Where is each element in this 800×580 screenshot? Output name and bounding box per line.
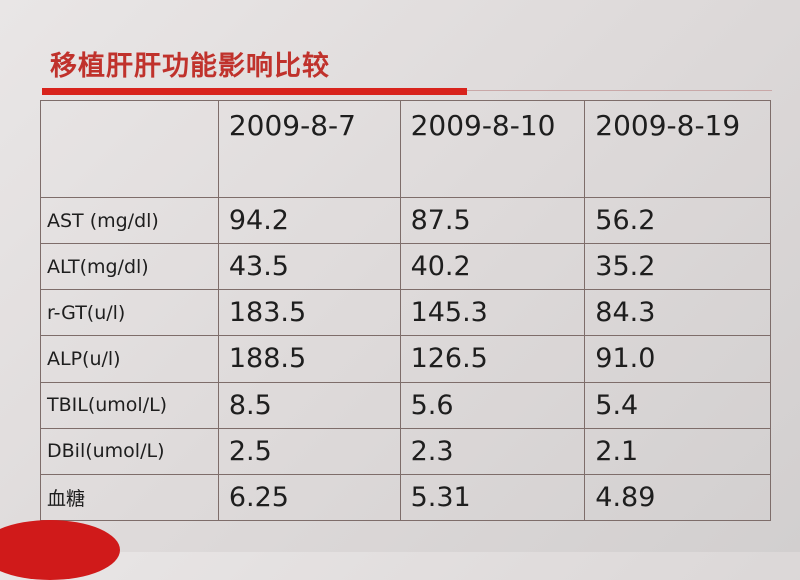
cell: 2.3 bbox=[399, 427, 586, 475]
cell: 87.5 bbox=[399, 196, 586, 245]
cell: 35.2 bbox=[584, 243, 771, 291]
cell: 40.2 bbox=[399, 243, 586, 291]
cell: 5.4 bbox=[584, 381, 771, 429]
cell: 5.31 bbox=[399, 473, 586, 522]
data-row: 血糖 6.25 5.31 4.89 bbox=[40, 473, 771, 522]
data-row: ALT(mg/dl) 43.5 40.2 35.2 bbox=[40, 243, 771, 291]
cell: 91.0 bbox=[584, 335, 771, 383]
table-body: 2009-8-7 2009-8-10 2009-8-19 AST (mg/dl) 94.… bbox=[40, 100, 771, 522]
corner-cell bbox=[40, 100, 219, 198]
cell: 4.89 bbox=[584, 473, 771, 522]
row-label: DBil(umol/L) bbox=[40, 427, 219, 475]
data-row: DBil(umol/L) 2.5 2.3 2.1 bbox=[40, 427, 771, 475]
cell: 2.5 bbox=[217, 427, 401, 475]
header-row: 2009-8-7 2009-8-10 2009-8-19 bbox=[40, 100, 771, 198]
cell: 145.3 bbox=[399, 289, 586, 337]
cell: 183.5 bbox=[217, 289, 401, 337]
cell: 56.2 bbox=[584, 196, 771, 245]
cell: 6.25 bbox=[217, 473, 401, 522]
column-header: 2009-8-7 bbox=[217, 100, 401, 198]
cell: 84.3 bbox=[584, 289, 771, 337]
row-label: TBIL(umol/L) bbox=[40, 381, 219, 429]
title-underline bbox=[42, 88, 467, 95]
row-label: AST (mg/dl) bbox=[40, 196, 219, 245]
row-label: r-GT(u/l) bbox=[40, 289, 219, 337]
decoration bbox=[0, 520, 120, 580]
cell: 43.5 bbox=[217, 243, 401, 291]
data-row: TBIL(umol/L) 8.5 5.6 5.4 bbox=[40, 381, 771, 429]
data-table: 2009-8-7 2009-8-10 2009-8-19 AST (mg/dl) 94.… bbox=[40, 100, 771, 522]
cell: 126.5 bbox=[399, 335, 586, 383]
cell: 2.1 bbox=[584, 427, 771, 475]
row-label: ALT(mg/dl) bbox=[40, 243, 219, 291]
divider-line bbox=[467, 90, 772, 91]
column-header: 2009-8-19 bbox=[584, 100, 771, 198]
data-row: ALP(u/l) 188.5 126.5 91.0 bbox=[40, 335, 771, 383]
data-row: r-GT(u/l) 183.5 145.3 84.3 bbox=[40, 289, 771, 337]
cell: 8.5 bbox=[217, 381, 401, 429]
cell: 188.5 bbox=[217, 335, 401, 383]
row-label: 血糖 bbox=[40, 473, 219, 522]
cell: 94.2 bbox=[217, 196, 401, 245]
column-header: 2009-8-10 bbox=[399, 100, 586, 198]
slide-title: 移植肝肝功能影响比较 bbox=[50, 51, 330, 82]
data-row: AST (mg/dl) 94.2 87.5 56.2 bbox=[40, 196, 771, 245]
cell: 5.6 bbox=[399, 381, 586, 429]
row-label: ALP(u/l) bbox=[40, 335, 219, 383]
